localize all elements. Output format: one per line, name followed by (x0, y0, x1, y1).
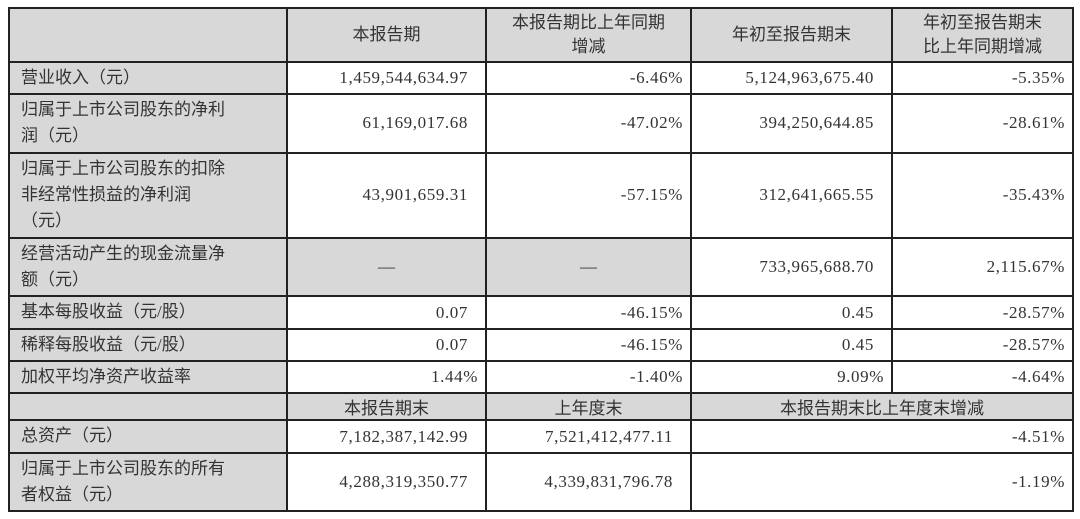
value-current-period: 43,901,659.31 (286, 151, 487, 239)
value-end-change: -1.19% (690, 451, 1074, 513)
header-cell-ytd: 年初至报告期末 (690, 7, 893, 63)
row-label: 经营活动产生的现金流量净 额（元） (8, 236, 288, 298)
value-ytd: 394,250,644.85 (690, 92, 893, 154)
quarterly-key-financials-table: 本报告期 本报告期比上年同期 增减 年初至报告期末 年初至报告期末 比上年同期增… (8, 7, 1074, 513)
value-ytd-yoy-change: 2,115.67% (891, 236, 1074, 298)
value-ytd: 733,965,688.70 (690, 236, 893, 298)
value-current-period: 1.44% (286, 360, 487, 395)
value-ytd-yoy-change: -35.43% (891, 151, 1074, 239)
value-current-period-dash: — (286, 236, 487, 298)
table-row-revenue: 营业收入（元） 1,459,544,634.97 -6.46% 5,124,96… (8, 60, 1074, 95)
table-row-weighted-avg-roe: 加权平均净资产收益率 1.44% -1.40% 9.09% -4.64% (8, 360, 1074, 395)
row-label: 营业收入（元） (8, 60, 288, 95)
value-current-period: 0.07 (286, 327, 487, 363)
value-current-period: 1,459,544,634.97 (286, 60, 487, 95)
value-yoy-change: -46.15% (485, 327, 692, 363)
table-row-net-profit: 归属于上市公司股东的净利 润（元） 61,169,017.68 -47.02% … (8, 92, 1074, 154)
value-period-end: 7,182,387,142.99 (286, 419, 487, 454)
value-ytd-yoy-change: -28.57% (891, 327, 1074, 363)
header-cell-yoy-change: 本报告期比上年同期 增减 (485, 7, 692, 63)
table-row-basic-eps: 基本每股收益（元/股） 0.07 -46.15% 0.45 -28.57% (8, 295, 1074, 330)
table-row-shareholders-equity: 归属于上市公司股东的所有 者权益（元） 4,288,319,350.77 4,3… (8, 451, 1074, 513)
value-ytd: 5,124,963,675.40 (690, 60, 893, 95)
value-current-period: 61,169,017.68 (286, 92, 487, 154)
value-current-period: 0.07 (286, 295, 487, 330)
value-ytd-yoy-change: -4.64% (891, 360, 1074, 395)
row-label: 归属于上市公司股东的净利 润（元） (8, 92, 288, 154)
table-subheader-row: 本报告期末 上年度末 本报告期末比上年度末增减 (8, 392, 1074, 422)
row-label: 加权平均净资产收益率 (8, 360, 288, 395)
value-ytd: 312,641,665.55 (690, 151, 893, 239)
value-end-change: -4.51% (690, 419, 1074, 454)
subheader-cell-empty (8, 392, 288, 422)
value-ytd: 9.09% (690, 360, 893, 395)
value-ytd: 0.45 (690, 327, 893, 363)
table-row-net-profit-excl-nonrecurring: 归属于上市公司股东的扣除 非经常性损益的净利润 （元） 43,901,659.3… (8, 151, 1074, 239)
row-label: 归属于上市公司股东的所有 者权益（元） (8, 451, 288, 513)
header-cell-ytd-yoy-change: 年初至报告期末 比上年同期增减 (891, 7, 1074, 63)
row-label: 归属于上市公司股东的扣除 非经常性损益的净利润 （元） (8, 151, 288, 239)
table-row-total-assets: 总资产（元） 7,182,387,142.99 7,521,412,477.11… (8, 419, 1074, 454)
header-cell-current-period: 本报告期 (286, 7, 487, 63)
table-row-operating-cash-flow: 经营活动产生的现金流量净 额（元） — — 733,965,688.70 2,1… (8, 236, 1074, 298)
row-label: 基本每股收益（元/股） (8, 295, 288, 330)
value-yoy-change: -57.15% (485, 151, 692, 239)
subheader-cell-period-end: 本报告期末 (286, 392, 487, 422)
value-period-end: 4,288,319,350.77 (286, 451, 487, 513)
header-cell-empty (8, 7, 288, 63)
value-ytd-yoy-change: -5.35% (891, 60, 1074, 95)
value-yoy-change: -46.15% (485, 295, 692, 330)
subheader-cell-end-change: 本报告期末比上年度末增减 (690, 392, 1074, 422)
row-label: 总资产（元） (8, 419, 288, 454)
subheader-cell-prev-year-end: 上年度末 (485, 392, 692, 422)
row-label: 稀释每股收益（元/股） (8, 327, 288, 363)
value-yoy-change: -47.02% (485, 92, 692, 154)
value-prev-year-end: 7,521,412,477.11 (485, 419, 692, 454)
table-header-row: 本报告期 本报告期比上年同期 增减 年初至报告期末 年初至报告期末 比上年同期增… (8, 7, 1074, 63)
value-yoy-change: -6.46% (485, 60, 692, 95)
value-ytd-yoy-change: -28.61% (891, 92, 1074, 154)
value-ytd-yoy-change: -28.57% (891, 295, 1074, 330)
table-row-diluted-eps: 稀释每股收益（元/股） 0.07 -46.15% 0.45 -28.57% (8, 327, 1074, 363)
value-ytd: 0.45 (690, 295, 893, 330)
value-yoy-change: -1.40% (485, 360, 692, 395)
value-prev-year-end: 4,339,831,796.78 (485, 451, 692, 513)
value-yoy-change-dash: — (485, 236, 692, 298)
